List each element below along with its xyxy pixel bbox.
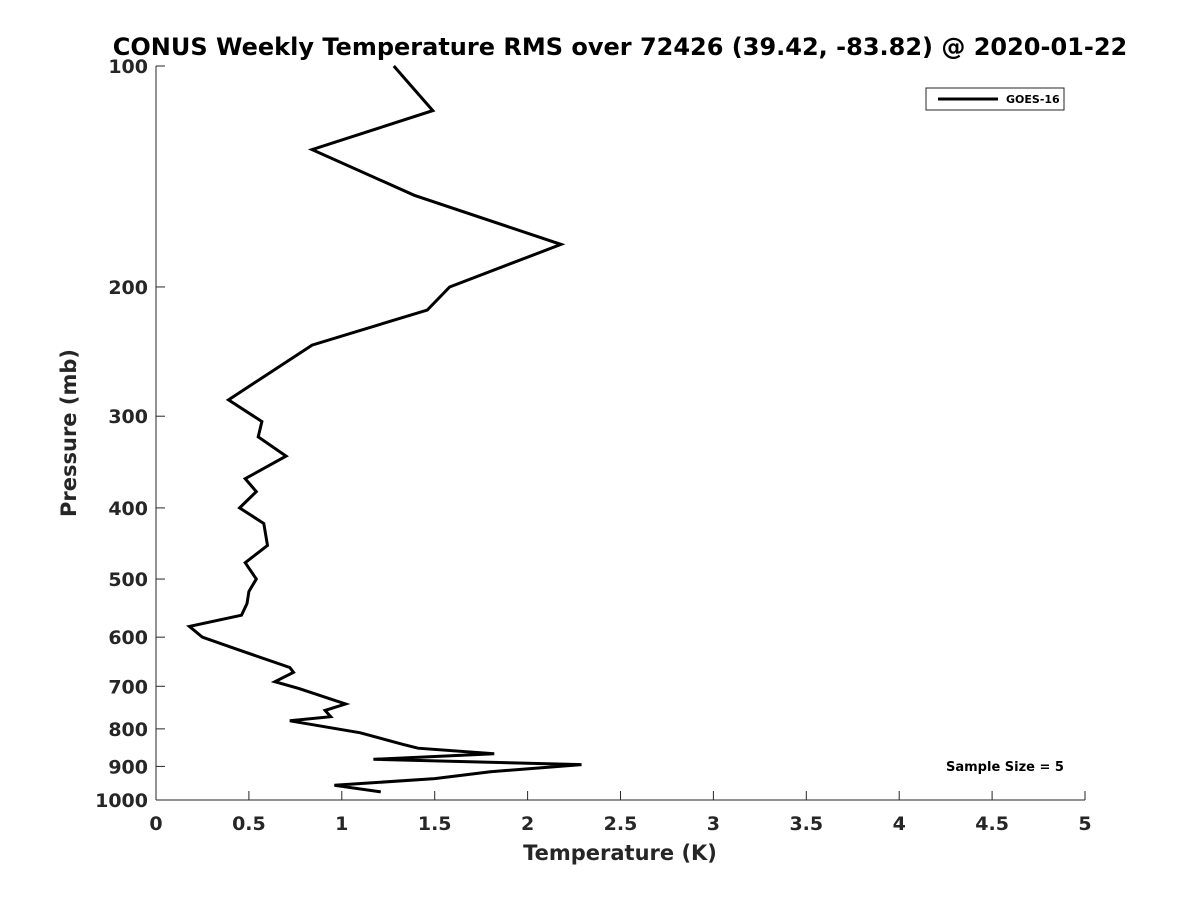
x-tick-label: 2 (521, 813, 534, 835)
legend: GOES-16 (925, 87, 1065, 111)
series-line-goes-16 (186, 65, 582, 794)
y-tick-label: 700 (108, 676, 148, 698)
y-tick-label: 500 (108, 569, 148, 591)
y-tick-label: 100 (108, 56, 148, 78)
y-tick-label: 400 (108, 498, 148, 520)
sample-size-annotation: Sample Size = 5 (946, 760, 1064, 775)
x-tick-label: 1 (335, 813, 348, 835)
ticks: 0 0.5 1 1.5 2 2.5 3 3.5 4 4.5 5 100 200 300 400 500 600 7… (95, 56, 1092, 835)
x-tick-label: 4 (893, 813, 906, 835)
x-tick-label: 1.5 (418, 813, 452, 835)
x-axis-label: Temperature (K) (523, 841, 717, 865)
y-tick-label: 300 (108, 406, 148, 428)
axes (155, 66, 1085, 801)
y-tick-label: 1000 (95, 790, 148, 812)
x-tick-label: 0.5 (232, 813, 266, 835)
x-tick-label: 2.5 (604, 813, 638, 835)
y-tick-label: 800 (108, 719, 148, 741)
chart-title: CONUS Weekly Temperature RMS over 72426 … (113, 33, 1127, 61)
x-tick-label: 5 (1078, 813, 1091, 835)
y-axis-label: Pressure (mb) (57, 349, 81, 517)
x-tick-label: 0 (149, 813, 162, 835)
legend-label-goes-16: GOES-16 (1006, 93, 1060, 106)
y-tick-label: 600 (108, 627, 148, 649)
x-tick-label: 4.5 (975, 813, 1009, 835)
x-tick-label: 3.5 (789, 813, 823, 835)
y-tick-label: 900 (108, 756, 148, 778)
x-tick-label: 3 (707, 813, 720, 835)
series-group (186, 65, 582, 794)
y-tick-label: 200 (108, 277, 148, 299)
